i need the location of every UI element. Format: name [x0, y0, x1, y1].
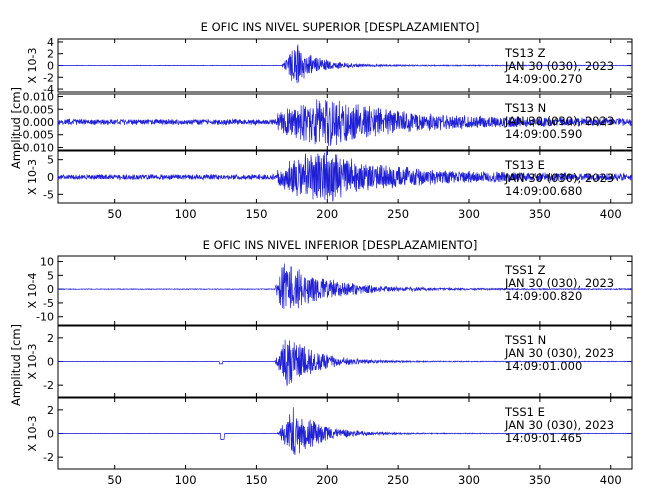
waveform-1-0 — [57, 263, 633, 309]
time-label-0-0: 14:09:00.270 — [505, 72, 582, 86]
station-label-0-2: TS13 E — [504, 158, 545, 172]
waveform-1-1 — [57, 339, 633, 386]
time-label-1-1: 14:09:01.000 — [505, 359, 582, 373]
y-tick-label-1-2-1: 0 — [47, 428, 54, 441]
x-tick-label-0-2-2: 150 — [245, 207, 267, 221]
y-tick-label-0-2-0: -5 — [43, 188, 54, 201]
x-tick-label-1-2-3: 200 — [316, 473, 338, 487]
chart-lower: E OFIC INS NIVEL INFERIOR [DESPLAZAMIENT… — [9, 238, 633, 487]
x-tick-label-0-2-0: 50 — [107, 207, 122, 221]
waveform-1-2 — [57, 407, 633, 455]
date-label-1-0: JAN 30 (030), 2023 — [504, 276, 614, 290]
y-tick-label-1-0-2: 0 — [47, 283, 54, 296]
y-tick-label-1-2-2: 2 — [47, 404, 54, 417]
x-tick-label-0-2-4: 250 — [387, 207, 409, 221]
chart-upper-ylabel: Amplitud [cm] — [9, 87, 23, 169]
station-label-0-0: TS13 Z — [504, 46, 546, 60]
x-tick-label-0-2-5: 300 — [458, 207, 480, 221]
chart-upper: E OFIC INS NIVEL SUPERIOR [DESPLAZAMIENT… — [9, 20, 633, 221]
x-tick-label-0-2-1: 100 — [175, 207, 197, 221]
x-tick-label-1-2-5: 300 — [458, 473, 480, 487]
date-label-1-2: JAN 30 (030), 2023 — [504, 418, 614, 432]
station-label-1-1: TSS1 N — [504, 333, 546, 347]
x-tick-label-1-2-4: 250 — [387, 473, 409, 487]
chart-lower-ylabel: Amplitud [cm] — [9, 324, 23, 406]
x-tick-label-1-2-0: 50 — [107, 473, 122, 487]
waveform-0-2 — [57, 150, 633, 202]
y-tick-label-1-0-0: -10 — [36, 311, 54, 324]
scale-label-1-1: X 10-3 — [26, 344, 39, 380]
x-tick-label-1-2-1: 100 — [175, 473, 197, 487]
date-label-0-0: JAN 30 (030), 2023 — [504, 59, 614, 73]
panel-upper-e: -5 0 5 50 100 150 200 250 300 350 400 X 10-3 TS13 EJ… — [26, 150, 633, 221]
y-tick-label-0-0-0: -4 — [43, 83, 54, 96]
y-tick-label-0-1-1: -0.005 — [19, 129, 54, 142]
station-label-0-1: TS13 N — [504, 101, 546, 115]
date-label-0-2: JAN 30 (030), 2023 — [504, 171, 614, 185]
chart-upper-title: E OFIC INS NIVEL SUPERIOR [DESPLAZAMIENT… — [201, 20, 480, 34]
time-label-0-1: 14:09:00.590 — [505, 127, 582, 141]
x-tick-label-1-2-7: 400 — [600, 473, 622, 487]
x-tick-label-0-2-6: 350 — [529, 207, 551, 221]
y-tick-label-0-1-0: -0.010 — [19, 141, 54, 154]
time-label-1-2: 14:09:01.465 — [505, 431, 582, 445]
date-label-0-1: JAN 30 (030), 2023 — [504, 114, 614, 128]
waveform-0-0 — [57, 44, 633, 84]
scale-label-0-2: X 10-3 — [26, 159, 39, 195]
scale-label-1-2: X 10-3 — [26, 416, 39, 452]
y-tick-label-0-1-3: 0.005 — [23, 103, 55, 116]
x-tick-label-0-2-7: 400 — [600, 207, 622, 221]
x-tick-label-1-2-6: 350 — [529, 473, 551, 487]
y-tick-label-0-2-2: 5 — [47, 154, 54, 167]
y-tick-label-1-0-3: 5 — [47, 269, 54, 282]
chart-lower-title: E OFIC INS NIVEL INFERIOR [DESPLAZAMIENT… — [203, 238, 478, 252]
scale-label-0-0: X 10-3 — [26, 48, 39, 84]
time-label-0-2: 14:09:00.680 — [505, 184, 582, 198]
y-tick-label-1-1-0: -2 — [43, 379, 54, 392]
station-label-1-0: TSS1 Z — [504, 263, 546, 277]
x-tick-label-0-2-3: 200 — [316, 207, 338, 221]
x-tick-label-1-2-2: 150 — [245, 473, 267, 487]
y-tick-label-1-0-1: -5 — [43, 297, 54, 310]
waveform-0-1 — [57, 99, 633, 146]
y-tick-label-1-2-0: -2 — [43, 451, 54, 464]
y-tick-label-1-0-4: 10 — [40, 256, 54, 269]
date-label-1-1: JAN 30 (030), 2023 — [504, 346, 614, 360]
y-tick-label-0-1-4: 0.010 — [23, 91, 55, 104]
y-tick-label-0-1-2: 0.000 — [23, 116, 55, 129]
panel-frame-1-0 — [57, 255, 633, 326]
station-label-1-2: TSS1 E — [504, 405, 545, 419]
y-tick-label-1-1-2: 2 — [47, 332, 54, 345]
y-tick-label-0-0-4: 4 — [47, 36, 54, 49]
scale-label-1-0: X 10-4 — [26, 273, 39, 309]
y-tick-label-0-0-3: 2 — [47, 48, 54, 61]
y-tick-label-0-0-1: -2 — [43, 71, 54, 84]
y-tick-label-0-2-1: 0 — [47, 171, 54, 184]
y-tick-label-0-0-2: 0 — [47, 60, 54, 73]
time-label-1-0: 14:09:00.820 — [505, 289, 582, 303]
y-tick-label-1-1-1: 0 — [47, 356, 54, 369]
